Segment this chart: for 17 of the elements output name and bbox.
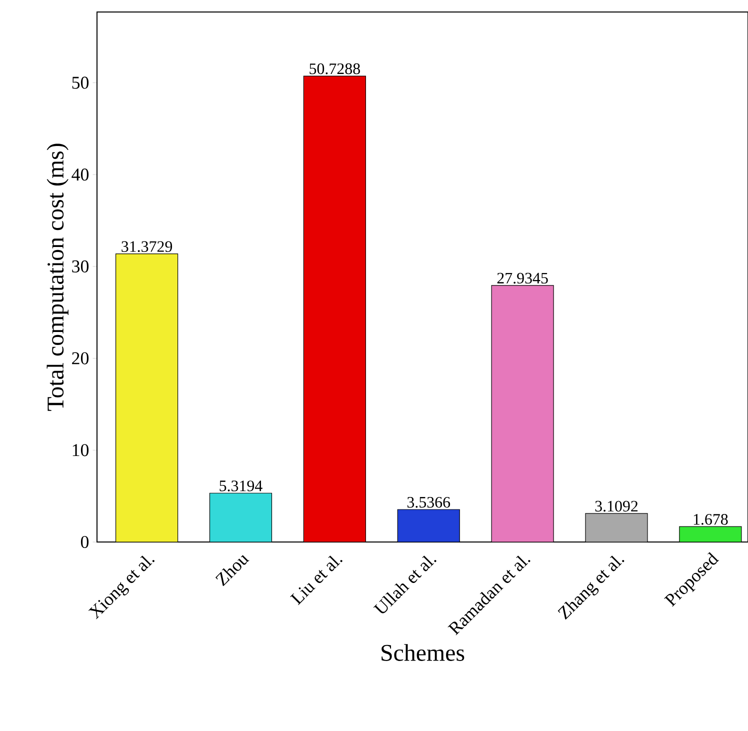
data-label: 50.7288 [310,63,360,74]
data-label: 3.1092 [595,500,638,512]
data-label: 1.678 [694,514,728,525]
data-label: 3.5366 [407,496,450,508]
y-tick-label: 20 [72,352,89,364]
y-tick-label: 50 [72,76,89,89]
y-tick-label: 30 [72,260,89,272]
y-tick-label: 40 [72,168,89,181]
y-axis-title: Total computation cost (ms) [46,144,68,411]
data-label: 5.3194 [220,480,262,492]
y-tick-label: 0 [80,536,89,548]
x-tick-label: Liu et al. [290,556,342,606]
x-axis-title: Schemes [382,644,464,661]
y-tick-label: 10 [72,444,89,456]
data-label: 27.9345 [497,272,548,284]
data-label: 31.3729 [122,241,172,252]
x-tick-label: Ullah et al. [373,556,436,614]
